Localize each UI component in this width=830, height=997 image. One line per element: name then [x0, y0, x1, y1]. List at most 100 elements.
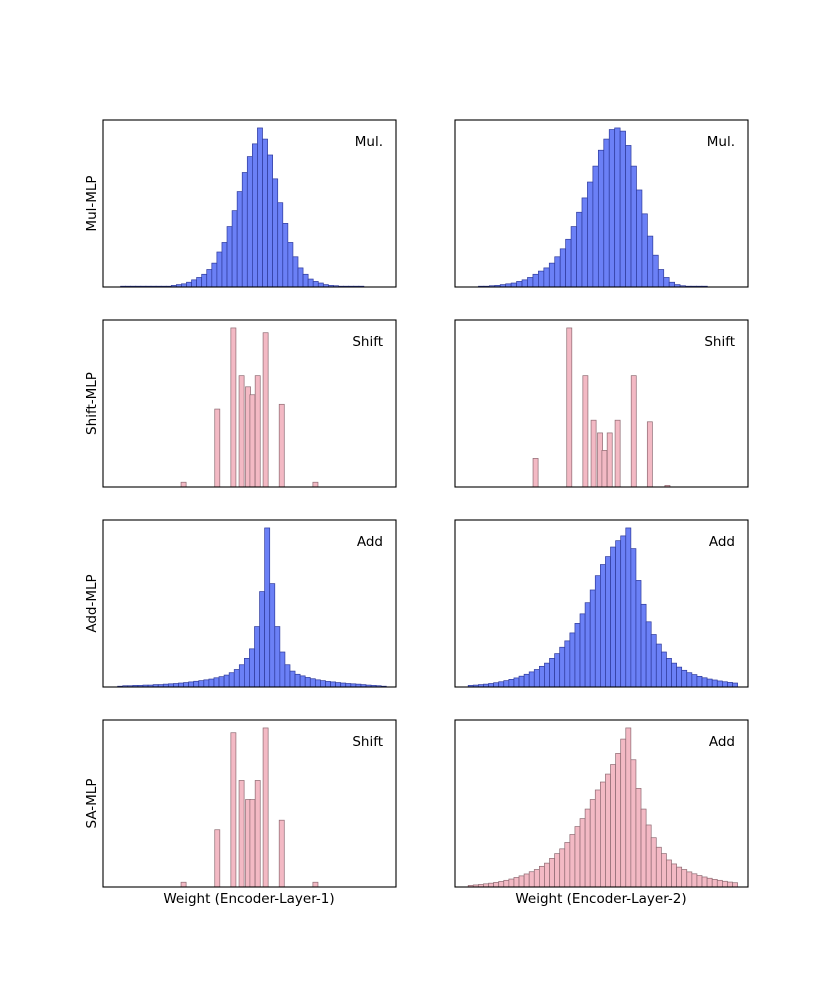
panel-annotation: Mul. [707, 134, 735, 150]
histogram-bar [516, 281, 523, 288]
histogram-bar [647, 235, 654, 288]
histogram-bar [686, 871, 693, 888]
histogram-bar [711, 679, 718, 688]
histogram-bar [503, 680, 510, 688]
histogram-bar [663, 277, 670, 288]
histogram-bar [278, 819, 285, 888]
histogram-bar [208, 678, 215, 688]
histogram-bar [523, 873, 530, 888]
histogram-bar [652, 254, 659, 288]
histogram-bar [666, 859, 672, 888]
histogram-bar [231, 210, 238, 288]
histogram-bar [650, 634, 657, 688]
histogram-bar [249, 799, 256, 888]
histogram-bar [178, 682, 184, 688]
histogram-bar [610, 764, 616, 888]
histogram-bar [620, 535, 627, 688]
histogram-bar [294, 673, 301, 688]
histogram-bar [513, 677, 520, 688]
histogram-bar [549, 658, 555, 688]
histogram-bar [569, 834, 576, 888]
histogram-bar [548, 262, 556, 288]
panel-4-1: Shift SA-MLP [84, 719, 397, 888]
histogram-bar [335, 682, 342, 688]
histogram-bar [696, 875, 703, 888]
histogram-bar [579, 818, 586, 888]
panel-2-1: Shift Shift-MLP [84, 319, 397, 488]
panel-2-2: Shift [454, 319, 749, 488]
histogram-bar [533, 669, 540, 688]
histogram-bar [196, 277, 203, 288]
histogram-bar [716, 879, 723, 888]
histogram-bar [579, 613, 586, 688]
histogram-bar [570, 226, 577, 288]
histogram-bar [566, 327, 573, 488]
histogram-bar [201, 273, 208, 288]
histogram-bar [711, 879, 718, 888]
histogram-bar [503, 879, 510, 888]
panel-annotation: Mul. [355, 134, 383, 150]
histogram-bar [498, 881, 505, 888]
histogram-bar [716, 680, 723, 688]
histogram-bar [330, 681, 336, 688]
histogram-bar [676, 666, 683, 688]
histogram-bar [590, 419, 597, 488]
histogram-bar [564, 640, 571, 688]
axes-frame [102, 119, 397, 288]
histogram-bar [312, 481, 319, 488]
histogram-bar [214, 829, 221, 888]
panel-annotation: Add [709, 534, 735, 550]
histogram-bar [307, 278, 314, 288]
histogram-bar [267, 154, 273, 288]
histogram-bar [676, 866, 683, 888]
histogram-bar [493, 882, 500, 888]
panel-annotation: Shift [352, 734, 383, 750]
histogram-bar [254, 626, 260, 688]
histogram-bar [254, 780, 261, 888]
histogram-bar [576, 211, 583, 288]
histogram-bar [668, 281, 675, 288]
column-xlabel-right: Weight (Encoder-Layer-2) [515, 891, 686, 907]
panel-3-2: Add [454, 519, 749, 688]
histogram-bar [264, 527, 271, 688]
histogram-bar [221, 242, 228, 288]
histogram-bar [186, 281, 192, 288]
histogram-bar [238, 375, 245, 488]
histogram-bar [600, 564, 606, 688]
histogram-bar [180, 481, 187, 488]
histogram-bar [727, 881, 733, 888]
histogram-bar [574, 623, 581, 688]
histogram-bar [228, 672, 235, 688]
histogram-bar [569, 632, 576, 688]
column-xlabel-left: Weight (Encoder-Layer-1) [163, 891, 334, 907]
histogram-bar [289, 670, 296, 688]
histogram-bar [488, 882, 494, 888]
histogram-bar [554, 653, 561, 688]
histogram-bar [528, 671, 535, 688]
histogram-bar [619, 130, 626, 288]
histogram-bar [640, 603, 647, 688]
histogram-bar [732, 682, 738, 688]
histogram-bar [706, 678, 713, 688]
histogram-bar [564, 842, 571, 888]
axes-frame [454, 319, 749, 488]
histogram-bar [646, 421, 653, 488]
histogram-bar [528, 871, 535, 888]
histogram-bar [645, 824, 652, 888]
histogram-bar [559, 646, 566, 688]
histogram-bar [180, 881, 187, 888]
histogram-bar [214, 408, 221, 488]
histogram-bar [608, 129, 616, 288]
histogram-bar [299, 675, 306, 688]
histogram-bar [518, 675, 525, 688]
histogram-bar [722, 681, 728, 688]
histogram-bar [727, 682, 733, 688]
histogram-bar [257, 127, 263, 288]
histogram-bar [554, 853, 561, 888]
histogram-bar [312, 281, 319, 288]
panel-annotation: Shift [704, 334, 735, 350]
histogram-bar [543, 267, 550, 288]
histogram-bar [191, 279, 197, 288]
histogram-bar [584, 808, 591, 888]
histogram-bar [594, 575, 601, 688]
